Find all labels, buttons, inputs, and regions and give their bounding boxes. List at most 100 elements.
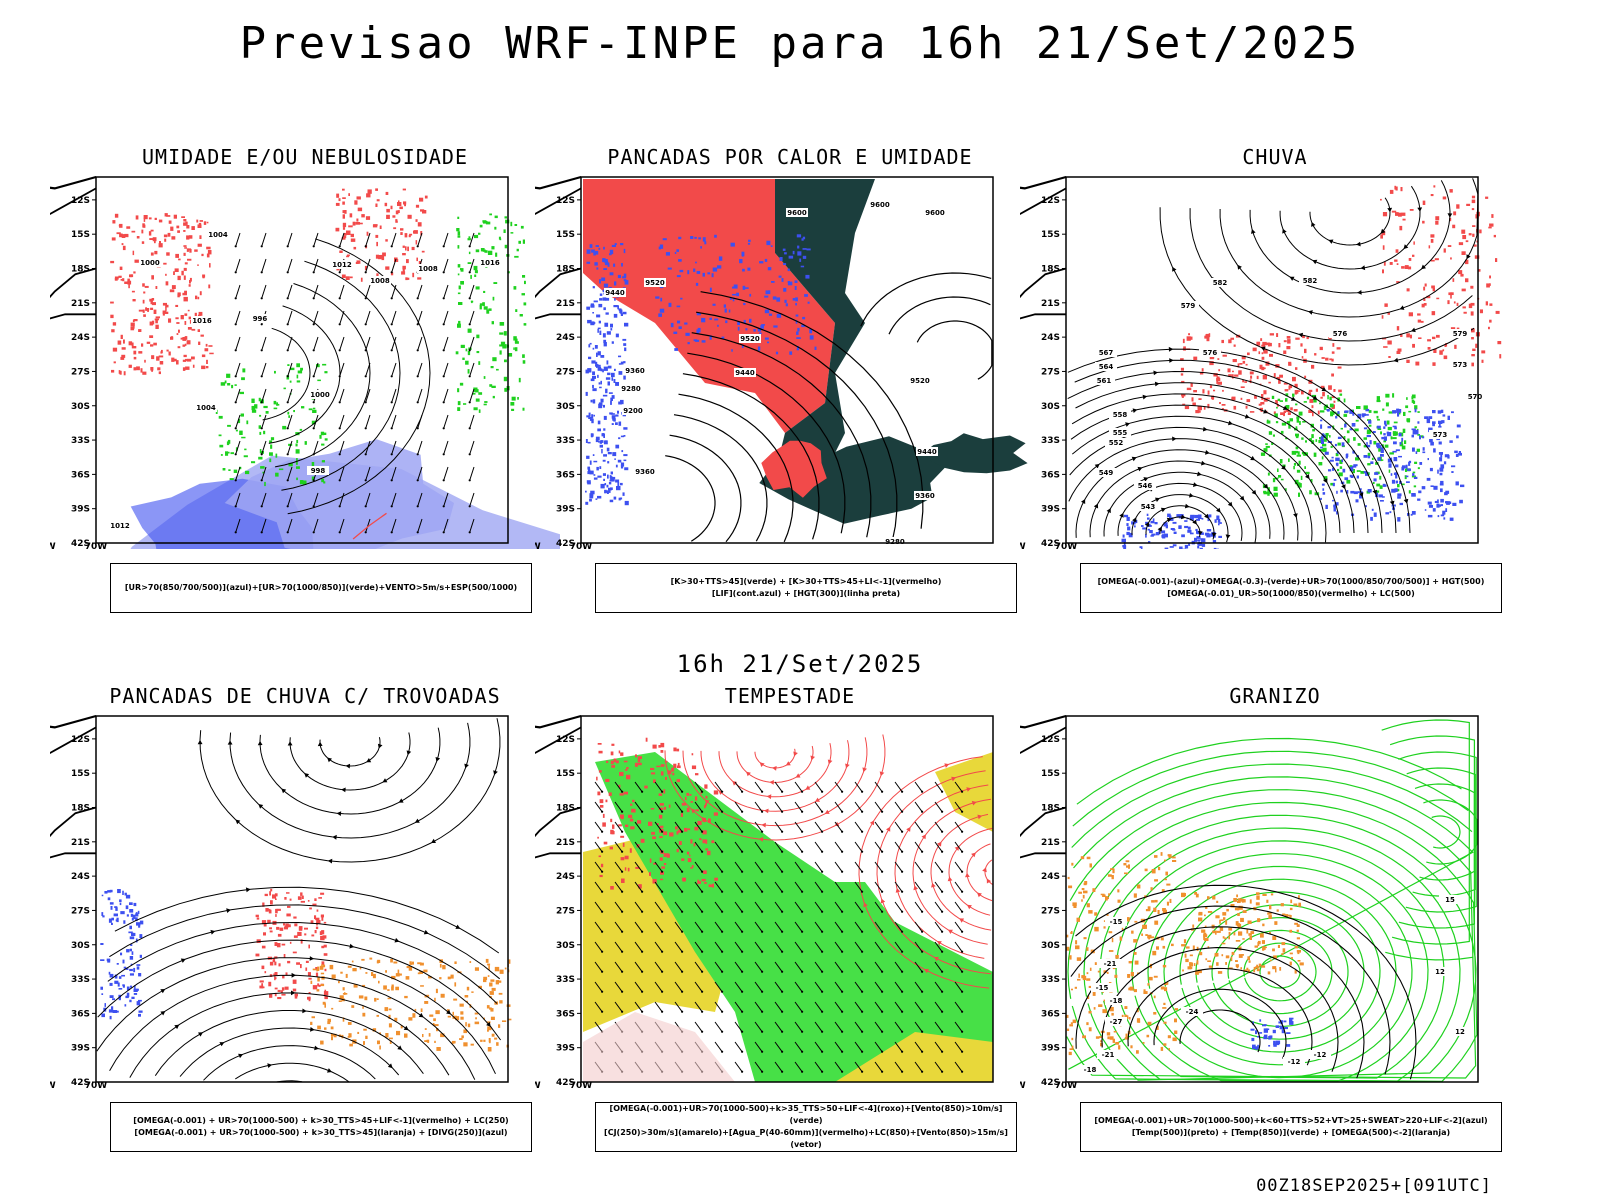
rain-area-blue <box>1164 533 1168 538</box>
wind-vector-850-head <box>801 930 804 933</box>
rain-area-red <box>1433 349 1437 353</box>
omega-area-orange <box>1183 939 1187 944</box>
rain-area-red <box>1193 390 1197 393</box>
rain-area-blue <box>1440 488 1443 493</box>
lif-contour-fragment <box>624 347 627 352</box>
divergence-area-blue <box>108 1009 114 1013</box>
wind-vector <box>339 518 345 533</box>
red-contour-fragment <box>189 249 192 253</box>
red-contour-fragment <box>376 241 378 247</box>
rain-area-green <box>1414 426 1417 429</box>
rain-area-green <box>1367 452 1371 457</box>
wind-vector-850-head <box>721 990 724 993</box>
rain-area-blue <box>1422 447 1425 451</box>
hatched-area <box>583 1012 735 1082</box>
rain-area-red <box>1450 257 1452 260</box>
wind-vector <box>235 336 241 351</box>
thunderstorm-area-red <box>272 894 277 899</box>
wind-vector <box>339 414 345 429</box>
thunderstorm-area-orange <box>408 1017 413 1021</box>
rain-area-red <box>1401 266 1405 269</box>
omega-area-orange <box>1281 942 1286 946</box>
green-humidity-fragment <box>218 434 222 437</box>
thunderstorm-area-red <box>278 963 281 967</box>
wind-vector-850 <box>934 1041 943 1052</box>
rain-area-blue <box>1344 410 1349 413</box>
omega-area-orange <box>1108 931 1113 934</box>
rain-area-green <box>1392 431 1397 435</box>
contour-label: -15 <box>1096 984 1109 992</box>
wind-vector-850-head <box>741 990 744 993</box>
precipitable-water-contour <box>610 760 614 765</box>
streamline-arrow <box>486 1021 491 1027</box>
rain-area-red <box>1436 297 1440 300</box>
green-humidity-fragment <box>515 309 518 312</box>
wind-vector <box>313 310 319 325</box>
omega-area-orange <box>1160 852 1163 856</box>
rain-area-green <box>1277 398 1281 401</box>
wind-vector-850 <box>834 1061 843 1072</box>
lif-contour-fragment <box>760 325 764 329</box>
red-contour-fragment <box>407 214 412 219</box>
rain-area-blue <box>1426 418 1431 424</box>
rain-area-blue <box>1363 427 1368 430</box>
lif-contour-fragment <box>602 297 607 301</box>
omega-area-orange <box>1270 893 1274 896</box>
wind-vector-850-head <box>961 810 964 813</box>
wind-vector-850-head <box>681 870 684 873</box>
wind-vector-850-head <box>701 890 704 893</box>
omega-area-orange <box>1293 903 1298 906</box>
rain-area-green <box>1263 448 1268 452</box>
streamline-arrow <box>219 1042 225 1047</box>
green-humidity-fragment <box>518 377 521 383</box>
omega-area-orange <box>1166 981 1169 985</box>
lif-contour-fragment <box>794 280 798 283</box>
wind-vector-850 <box>654 881 663 892</box>
rain-area-blue <box>1401 466 1405 471</box>
omega-area-orange <box>1065 946 1070 951</box>
rain-area-blue <box>1122 534 1125 538</box>
wind-vector-850-head <box>821 810 824 813</box>
lif-contour-fragment <box>732 286 736 289</box>
lon-label: 65W <box>1020 1081 1026 1088</box>
red-contour-fragment <box>418 261 422 265</box>
rain-area-blue <box>1377 457 1381 461</box>
wind-vector-head <box>312 375 315 378</box>
wind-vector-850 <box>774 781 783 792</box>
lif-contour-fragment <box>770 245 773 247</box>
rain-area-blue <box>1427 501 1432 505</box>
streamline-arrow <box>291 990 296 996</box>
rain-area-green <box>1272 478 1276 483</box>
green-humidity-fragment <box>251 398 255 403</box>
precipitable-water-contour <box>690 839 693 844</box>
red-contour-fragment <box>400 232 403 235</box>
wind-vector-850 <box>934 861 943 872</box>
divergence-area-blue <box>125 894 131 899</box>
red-contour-fragment <box>366 231 369 236</box>
rain-area-blue <box>1150 520 1155 524</box>
contour-label-bg <box>307 466 329 475</box>
wind-vector-head <box>286 271 289 274</box>
page-subtitle: 16h 21/Set/2025 <box>676 650 924 678</box>
omega-area-orange <box>1242 938 1245 940</box>
lif-contour-fragment <box>667 267 672 270</box>
thunderstorm-area-orange <box>312 968 317 971</box>
green-humidity-fragment <box>242 368 246 373</box>
lif-contour-fragment <box>605 490 610 493</box>
wind-vector-head <box>312 427 315 430</box>
contour-label: 549 <box>1099 469 1114 477</box>
precipitable-water-contour <box>650 767 655 770</box>
rain-area-red <box>1180 373 1184 376</box>
rain-area-red <box>1261 352 1264 355</box>
omega-area-orange <box>1075 940 1078 945</box>
thunderstorm-area-orange <box>487 963 491 966</box>
rain-area-blue <box>1393 472 1398 475</box>
wind-vector-850 <box>674 881 683 892</box>
instability-area-green <box>923 433 1028 474</box>
rain-area-red <box>1495 310 1500 314</box>
green-humidity-fragment <box>483 403 487 406</box>
wind-vector-850-head <box>821 1010 824 1013</box>
wind-vector-850 <box>654 981 663 992</box>
rain-area-blue <box>1199 547 1203 549</box>
rain-area-green <box>1266 419 1269 424</box>
